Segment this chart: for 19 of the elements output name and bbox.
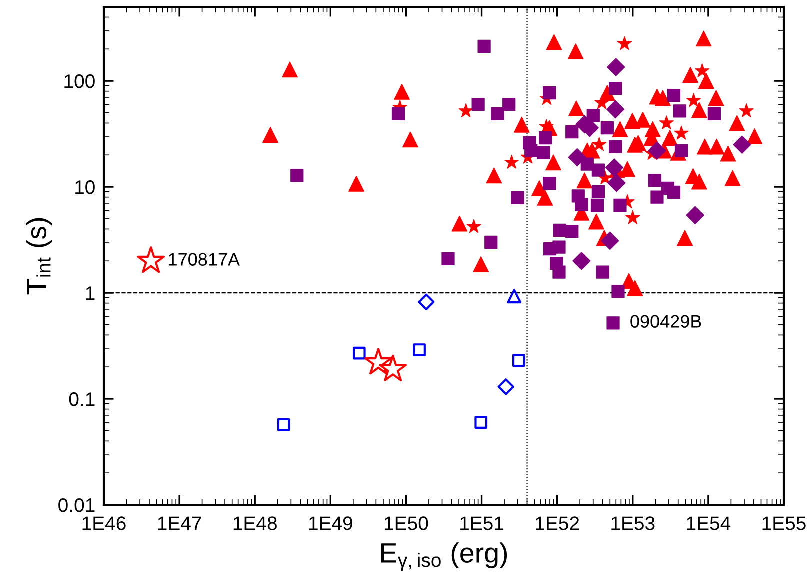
x-tick-label: 1E46	[82, 516, 126, 530]
x-tick-label: 1E49	[309, 516, 352, 530]
x-tick-label: 1E50	[385, 516, 428, 530]
x-tick-label: 1E54	[687, 516, 731, 530]
y-tick-label: 100	[64, 74, 95, 88]
x-tick-label: 1E51	[460, 516, 504, 530]
y-axis-title: T$_{int}$ (s)	[26, 218, 52, 295]
x-tick-label: 1E53	[612, 516, 655, 530]
y-tick-label: 10	[76, 180, 95, 194]
x-tick-label: 1E47	[158, 516, 202, 530]
annotation: 170817A	[169, 253, 240, 266]
x-tick-label: 1E55	[762, 516, 806, 530]
y-tick-label: 1	[86, 286, 95, 300]
x-tick-label: 1E48	[234, 516, 277, 530]
annotation: 090429B	[630, 315, 702, 328]
y-tick-label: 0.01	[58, 498, 95, 512]
y-tick-label: 0.1	[69, 392, 95, 406]
x-tick-label: 1E52	[536, 516, 580, 530]
x-axis-title: E$_{γ,iso}$ (erg)	[381, 542, 508, 572]
